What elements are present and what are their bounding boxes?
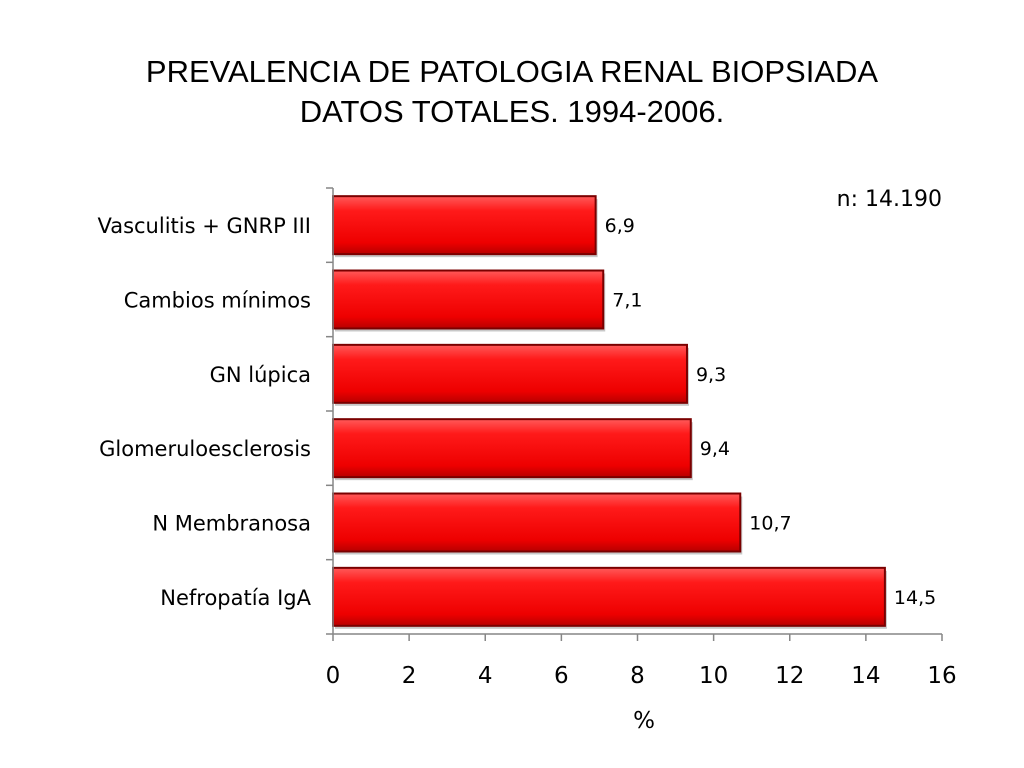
data-label: 10,7: [749, 513, 791, 535]
bar: [332, 269, 605, 330]
bar: [332, 343, 688, 404]
bar: [332, 492, 742, 553]
category-label: Nefropatía IgA: [160, 586, 311, 610]
data-label: 9,3: [696, 364, 726, 386]
x-tick-label: 10: [699, 663, 728, 689]
bars-group: Vasculitis + GNRP III 6,9 Cambios mínimos 7…: [97, 195, 936, 629]
category-label: Glomeruloesclerosis: [99, 437, 311, 461]
chart-title: PREVALENCIA DE PATOLOGIA RENAL BIOPSIADA…: [0, 52, 1024, 132]
x-tick-label: 8: [630, 663, 645, 689]
x-tick-label: 12: [775, 663, 804, 689]
x-tick-label: 0: [326, 663, 341, 689]
x-tick-label: 6: [554, 663, 569, 689]
bar: [332, 566, 886, 627]
x-axis-title: %: [633, 708, 655, 734]
chart-title-line-2: DATOS TOTALES. 1994-2006.: [299, 94, 725, 129]
x-tick-label: 14: [851, 663, 880, 689]
category-label: Vasculitis + GNRP III: [97, 214, 311, 238]
category-label: N Membranosa: [152, 512, 311, 536]
category-label: GN lúpica: [210, 363, 311, 387]
bar: [332, 195, 597, 256]
x-tick-label: 4: [478, 663, 493, 689]
bar: [332, 418, 692, 479]
data-label: 7,1: [612, 290, 642, 312]
category-label: Cambios mínimos: [124, 289, 311, 313]
data-label: 9,4: [700, 438, 730, 460]
data-label: 14,5: [894, 587, 936, 609]
chart-title-line-1: PREVALENCIA DE PATOLOGIA RENAL BIOPSIADA: [145, 54, 879, 89]
axes-group: 0 2 4 6 8 10 12 14 16: [326, 187, 957, 689]
sample-size-note: n: 14.190: [837, 187, 942, 212]
x-tick-label: 2: [402, 663, 417, 689]
x-tick-label: 16: [927, 663, 956, 689]
data-label: 6,9: [605, 215, 635, 237]
